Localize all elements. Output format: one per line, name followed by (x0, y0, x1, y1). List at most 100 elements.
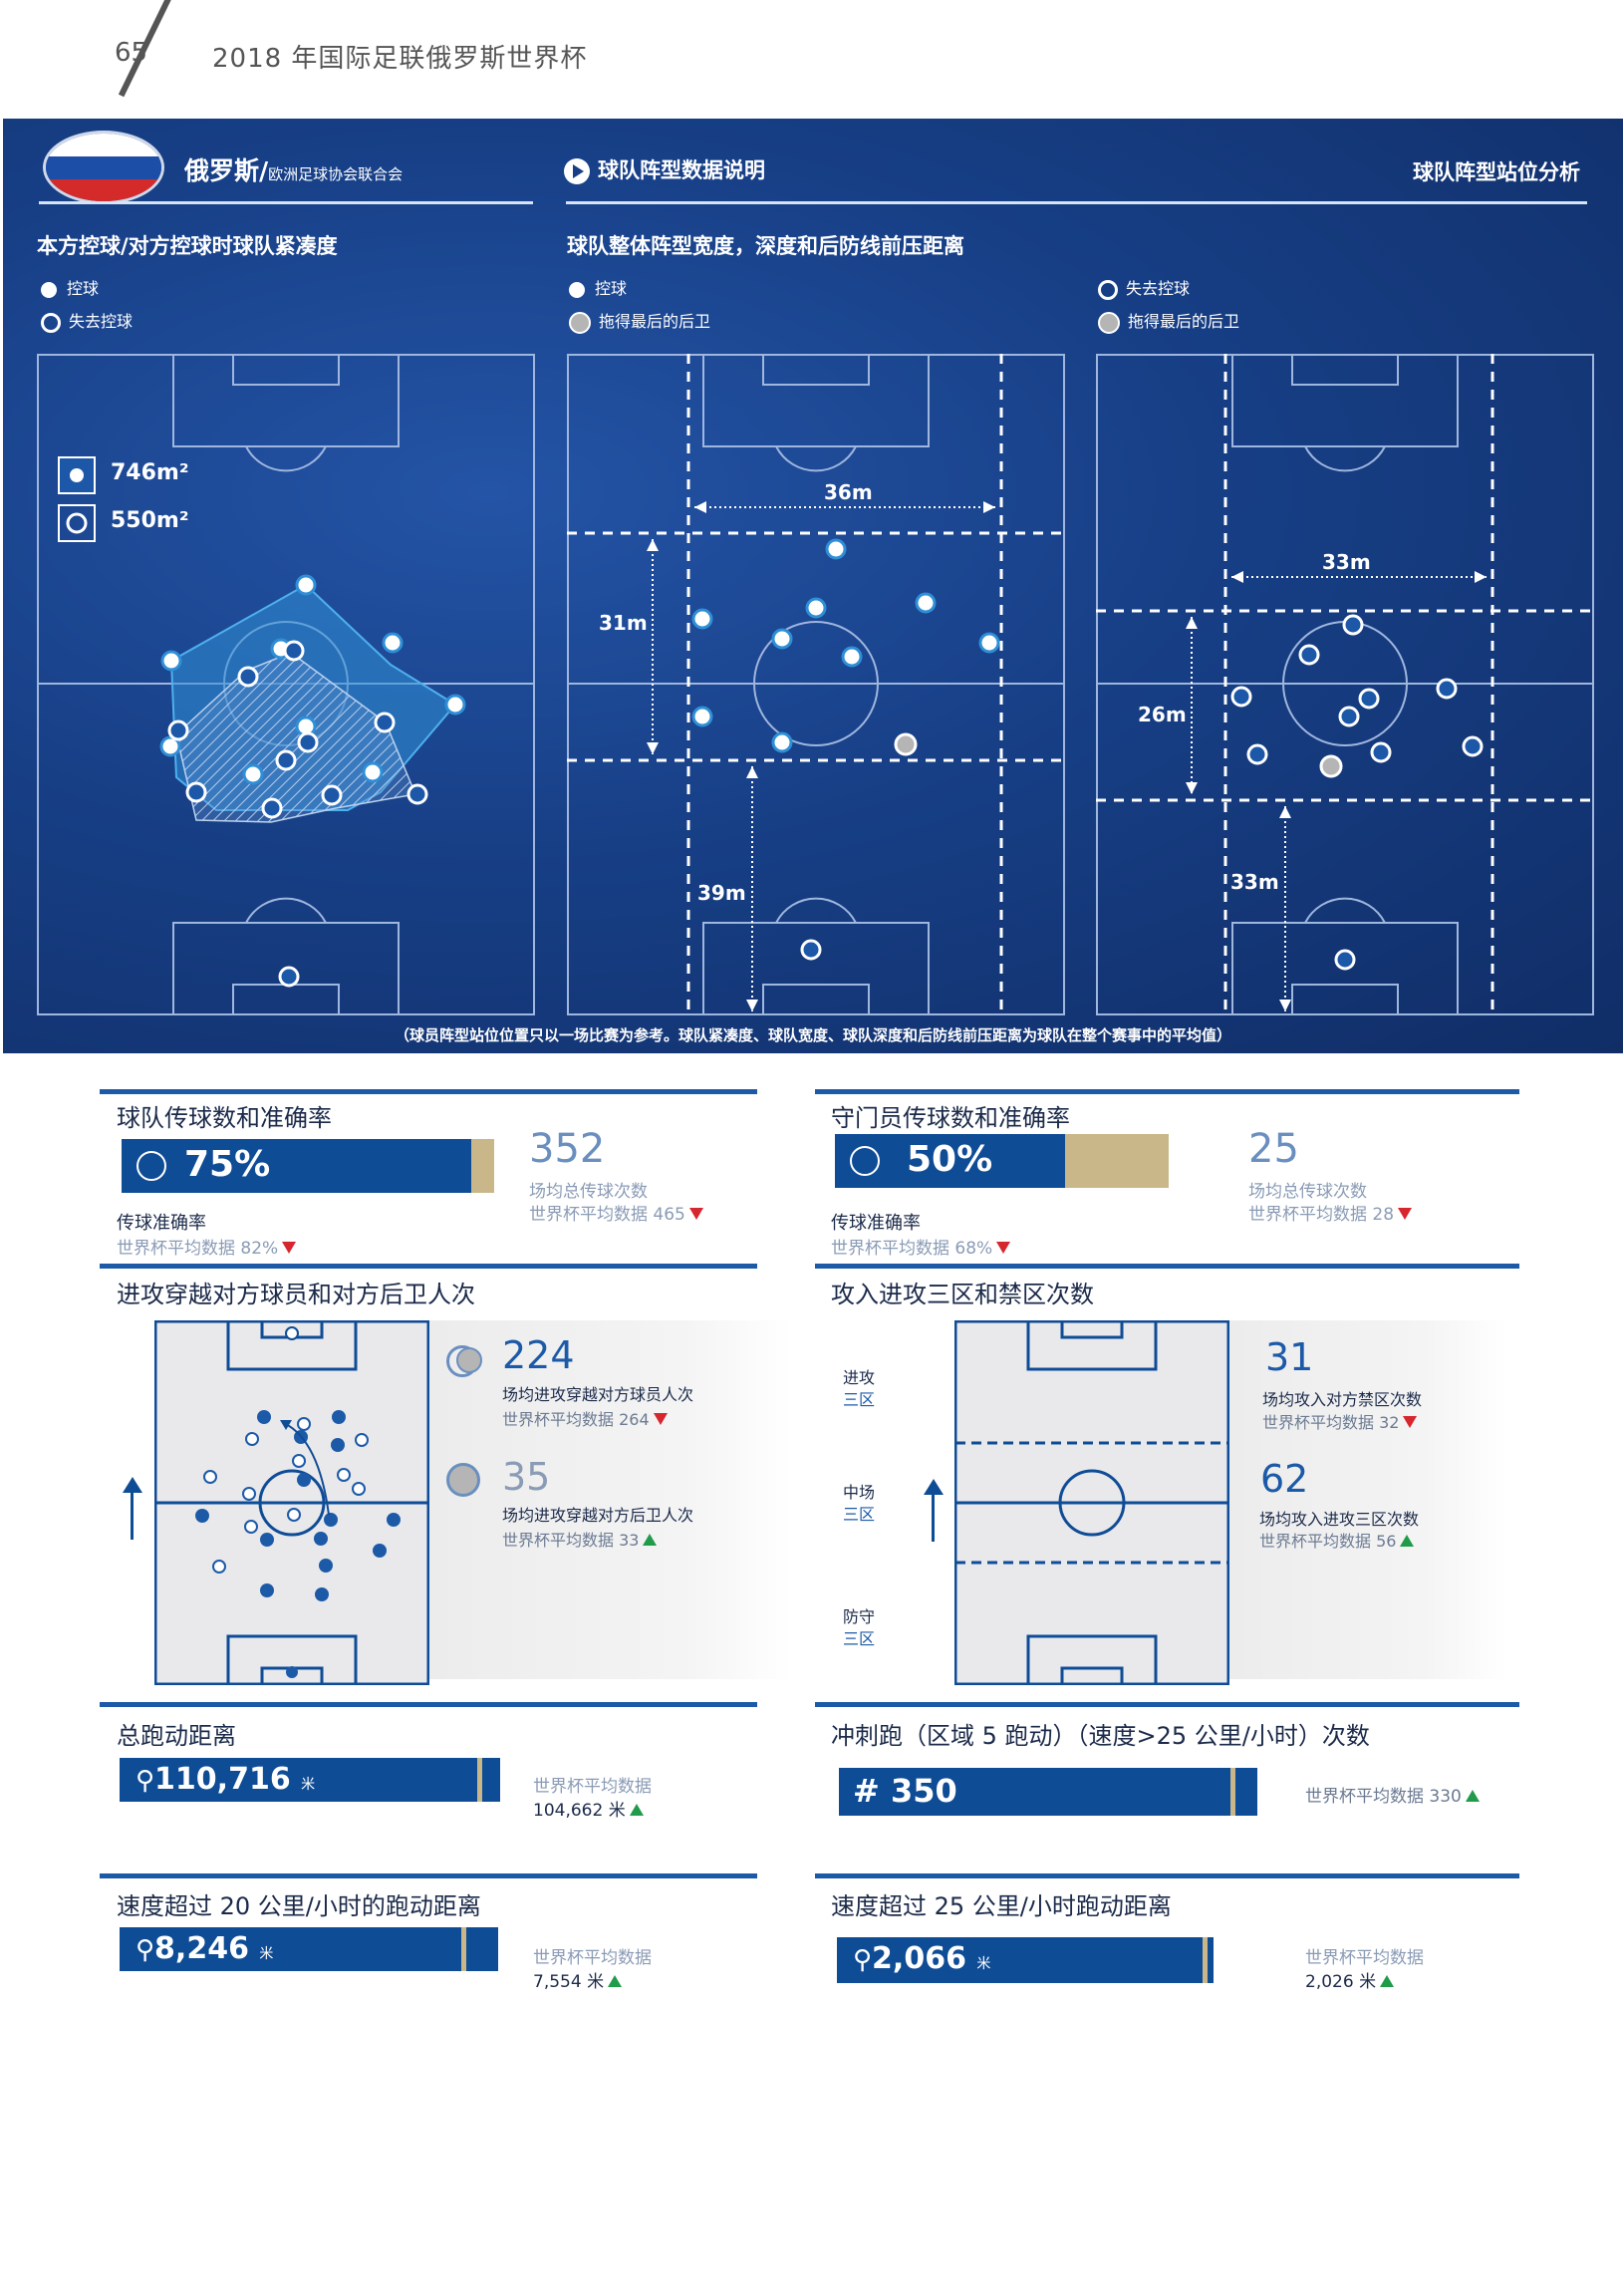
team-pass-total-label: 场均总传球次数 (529, 1182, 648, 1202)
penetration-title: 进攻穿越对方球员和对方后卫人次 (117, 1281, 475, 1308)
arrow-up-icon (932, 1487, 935, 1542)
team-pass-acc-avg: 世界杯平均数据 82% (117, 1234, 297, 1259)
dist20-value: ⚲8,246 米 (135, 1931, 274, 1966)
out-width-label: 33m (1322, 550, 1371, 574)
in-width-label: 36m (824, 480, 873, 504)
gk-pass-acc-label: 传球准确率 (831, 1213, 921, 1234)
entries-title: 攻入进攻三区和禁区次数 (831, 1281, 1094, 1308)
solid-dot-icon (569, 281, 585, 298)
team-pass-total-avg: 世界杯平均数据 465 (529, 1200, 703, 1225)
formation-link[interactable]: 球队阵型数据说明 (564, 154, 765, 184)
zone-def-label: 防守 三区 (843, 1607, 876, 1648)
location-pin-icon: ⚲ (853, 1945, 873, 1975)
team-name: 俄罗斯/ (184, 156, 269, 185)
location-pin-icon: ⚲ (135, 1766, 155, 1796)
gk-pass-title: 守门员传球数和准确率 (831, 1104, 1070, 1132)
dist20-bar (120, 1927, 498, 1971)
dist25-avg-value: 2,026 米 (1305, 1967, 1395, 1992)
location-pin-icon: ⚲ (135, 1935, 155, 1965)
penetration-players-num: 224 (502, 1333, 575, 1377)
box-entries-label: 场均攻入对方禁区次数 (1262, 1390, 1423, 1409)
entries-panel-bg (1228, 1320, 1507, 1679)
total-distance-value: ⚲110,716 米 (135, 1762, 316, 1797)
dist25-bar (837, 1937, 1214, 1983)
legend-out-possession-2: 失去控球 (1098, 275, 1190, 300)
sprints-bar (839, 1768, 1257, 1816)
legend-in-possession: 控球 (41, 275, 99, 299)
out-line-height-label: 33m (1230, 870, 1279, 894)
in-line-height-label: 39m (697, 881, 746, 905)
box-entries-num: 31 (1265, 1335, 1314, 1379)
team-pass-acc-label: 传球准确率 (117, 1213, 206, 1234)
team-pass-title: 球队传球数和准确率 (117, 1104, 332, 1132)
in-possession-shape-pitch (567, 354, 1065, 1015)
section-label-right: 球队阵型站位分析 (1413, 160, 1580, 184)
grey-dot-icon (1098, 311, 1120, 334)
zone-attack-label: 进攻 三区 (843, 1368, 876, 1409)
arrow-up-icon (131, 1485, 134, 1540)
team-confederation: 欧洲足球协会联合会 (268, 165, 404, 183)
team-pass-bar (122, 1139, 471, 1193)
team-pass-total: 352 (529, 1126, 606, 1172)
out-depth-label: 26m (1138, 703, 1187, 726)
penetration-players-label: 场均进攻穿越对方球员人次 (502, 1385, 694, 1404)
legend-in-possession-2: 控球 (569, 275, 627, 299)
double-ring-icon-inner (456, 1347, 482, 1373)
gk-pass-total: 25 (1248, 1126, 1299, 1172)
gk-pass-acc-avg: 世界杯平均数据 68% (831, 1234, 1011, 1259)
penetration-defenders-avg: 世界杯平均数据 33 (502, 1527, 658, 1551)
russia-flag (43, 131, 164, 204)
third-entries-avg: 世界杯平均数据 56 (1259, 1528, 1415, 1552)
area-out-possession: 550m² (111, 508, 189, 533)
legend-out-possession: 失去控球 (41, 308, 133, 333)
dist25-avg-label: 世界杯平均数据 (1305, 1948, 1424, 1968)
box-entries-avg: 世界杯平均数据 32 (1262, 1409, 1418, 1433)
ring-dot-icon (41, 312, 61, 333)
grey-dot-icon (446, 1463, 480, 1497)
ball-icon (136, 1151, 166, 1181)
width-title: 球队整体阵型宽度，深度和后防线前压距离 (567, 234, 964, 258)
total-distance-bar (120, 1758, 500, 1802)
penetration-defenders-num: 35 (502, 1455, 551, 1499)
out-possession-shape-pitch (1096, 354, 1594, 1015)
page-title: 2018 年国际足联俄罗斯世界杯 (212, 44, 588, 74)
gk-pass-total-avg: 世界杯平均数据 28 (1248, 1200, 1413, 1225)
total-distance-title: 总跑动距离 (117, 1722, 236, 1750)
dist25-value: ⚲2,066 米 (853, 1941, 991, 1976)
team-pass-accuracy: 75% (184, 1144, 271, 1185)
solid-dot-icon (41, 281, 57, 298)
penetration-panel-bg (428, 1320, 792, 1679)
grey-dot-icon (569, 311, 591, 334)
sprints-title: 冲刺跑（区域 5 跑动）（速度>25 公里/小时）次数 (831, 1722, 1370, 1750)
compactness-pitch (37, 354, 535, 1015)
dist20-avg-value: 7,554 米 (533, 1967, 623, 1992)
formation-panel: 俄罗斯/欧洲足球协会联合会 球队阵型数据说明 球队阵型站位分析 本方控球/对方控… (3, 119, 1623, 1053)
total-distance-avg-value: 104,662 米 (533, 1796, 644, 1821)
gk-pass-accuracy: 50% (907, 1139, 993, 1180)
gk-pass-total-label: 场均总传球次数 (1248, 1182, 1367, 1202)
area-in-possession: 746m² (111, 460, 189, 485)
legend-last-defender: 拖得最后的后卫 (569, 308, 710, 334)
dist20-avg-label: 世界杯平均数据 (533, 1948, 652, 1968)
panel-footnote: （球员阵型站位位置只以一场比赛为参考。球队紧凑度、球队宽度、球队深度和后防线前压… (394, 1026, 1231, 1044)
penetration-players-avg: 世界杯平均数据 264 (502, 1406, 668, 1430)
dist20-title: 速度超过 20 公里/小时的跑动距离 (117, 1892, 481, 1920)
dist25-title: 速度超过 25 公里/小时跑动距离 (831, 1892, 1172, 1920)
in-depth-label: 31m (599, 611, 648, 635)
sprints-value: # 350 (853, 1772, 957, 1810)
third-entries-num: 62 (1260, 1457, 1309, 1501)
penetration-pitch (154, 1320, 429, 1685)
total-distance-avg-label: 世界杯平均数据 (533, 1777, 652, 1797)
legend-last-defender-2: 拖得最后的后卫 (1098, 308, 1239, 334)
ring-dot-icon (1098, 279, 1118, 300)
play-icon (564, 158, 590, 184)
zone-mid-label: 中场 三区 (843, 1483, 876, 1524)
penetration-defenders-label: 场均进攻穿越对方后卫人次 (502, 1506, 694, 1525)
third-entries-label: 场均攻入进攻三区次数 (1259, 1510, 1420, 1529)
entries-pitch (954, 1320, 1229, 1685)
arrow-up-head (924, 1479, 944, 1495)
compactness-title: 本方控球/对方控球时球队紧凑度 (37, 234, 338, 258)
arrow-up-head (123, 1477, 142, 1493)
sprints-avg: 世界杯平均数据 330 (1305, 1782, 1480, 1807)
ball-icon (850, 1146, 880, 1176)
